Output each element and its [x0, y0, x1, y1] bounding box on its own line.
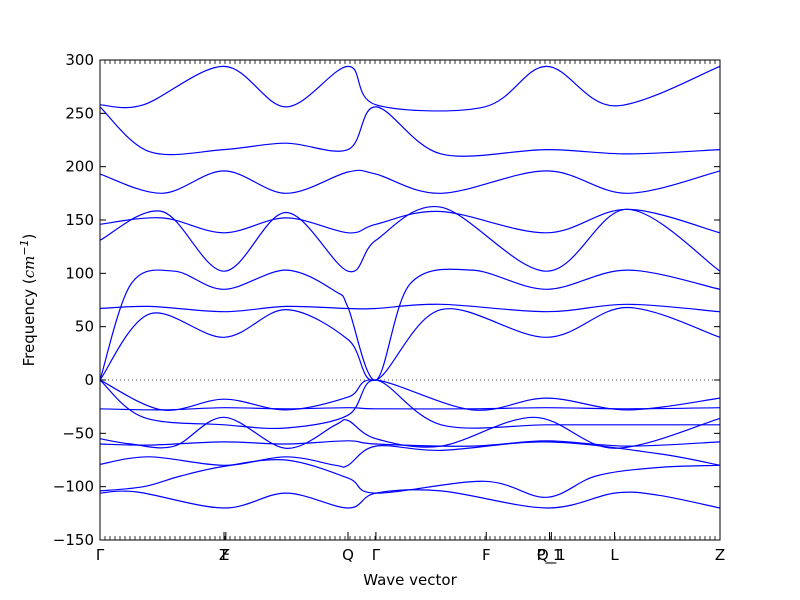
y-axis-label-close: ): [20, 234, 38, 240]
x-tick-label: Q_1: [537, 546, 566, 565]
band-line-4: [99, 440, 721, 447]
band-line-1: [99, 458, 721, 498]
y-tick-label: 100: [65, 264, 94, 282]
band-line-5: [99, 416, 721, 449]
y-axis-label: Frequency (cm−1): [18, 234, 38, 367]
x-tick-label: Q: [342, 546, 354, 564]
x-axis-label: Wave vector: [363, 571, 457, 589]
y-tick-label: 50: [75, 318, 94, 336]
band-line-8: [99, 407, 721, 411]
band-line-3: [99, 441, 721, 468]
y-tick-label: 0: [84, 371, 94, 389]
x-tick-label: Γ: [96, 546, 105, 564]
tick-layer: [99, 59, 721, 541]
x-tick-label: Γ: [372, 546, 381, 564]
y-axis-label-text: Frequency (: [20, 278, 38, 366]
plot-frame: [99, 59, 721, 541]
band-line-15: [99, 106, 721, 157]
band-line-9: [99, 306, 721, 381]
y-axis-label-exponent: −1: [18, 239, 31, 255]
y-tick-label: 300: [65, 51, 94, 69]
band-line-7: [99, 379, 721, 411]
x-tick-label: L: [610, 546, 619, 564]
y-tick-label: −150: [53, 531, 94, 549]
x-tick-label: F: [222, 546, 231, 564]
band-line-6: [99, 379, 720, 430]
y-tick-label: 200: [65, 158, 94, 176]
band-line-16: [99, 65, 721, 112]
y-tick-label: −50: [62, 424, 94, 442]
x-tick-label: Z: [715, 546, 725, 564]
x-tick-label: Z: [219, 546, 229, 564]
y-tick-label: −100: [53, 478, 94, 496]
band-line-12: [99, 205, 721, 273]
band-line-14: [99, 169, 721, 194]
y-tick-label: 250: [65, 104, 94, 122]
x-tick-label: F: [482, 546, 491, 564]
x-tick-label: P_1: [536, 546, 562, 565]
band-line-13: [99, 208, 721, 234]
y-tick-label: 150: [65, 211, 94, 229]
band-line-2: [99, 489, 721, 509]
series-layer: [99, 65, 721, 509]
band-line-11: [99, 268, 721, 381]
y-axis-label-unit: cm: [20, 256, 38, 279]
band-line-10: [99, 303, 721, 313]
